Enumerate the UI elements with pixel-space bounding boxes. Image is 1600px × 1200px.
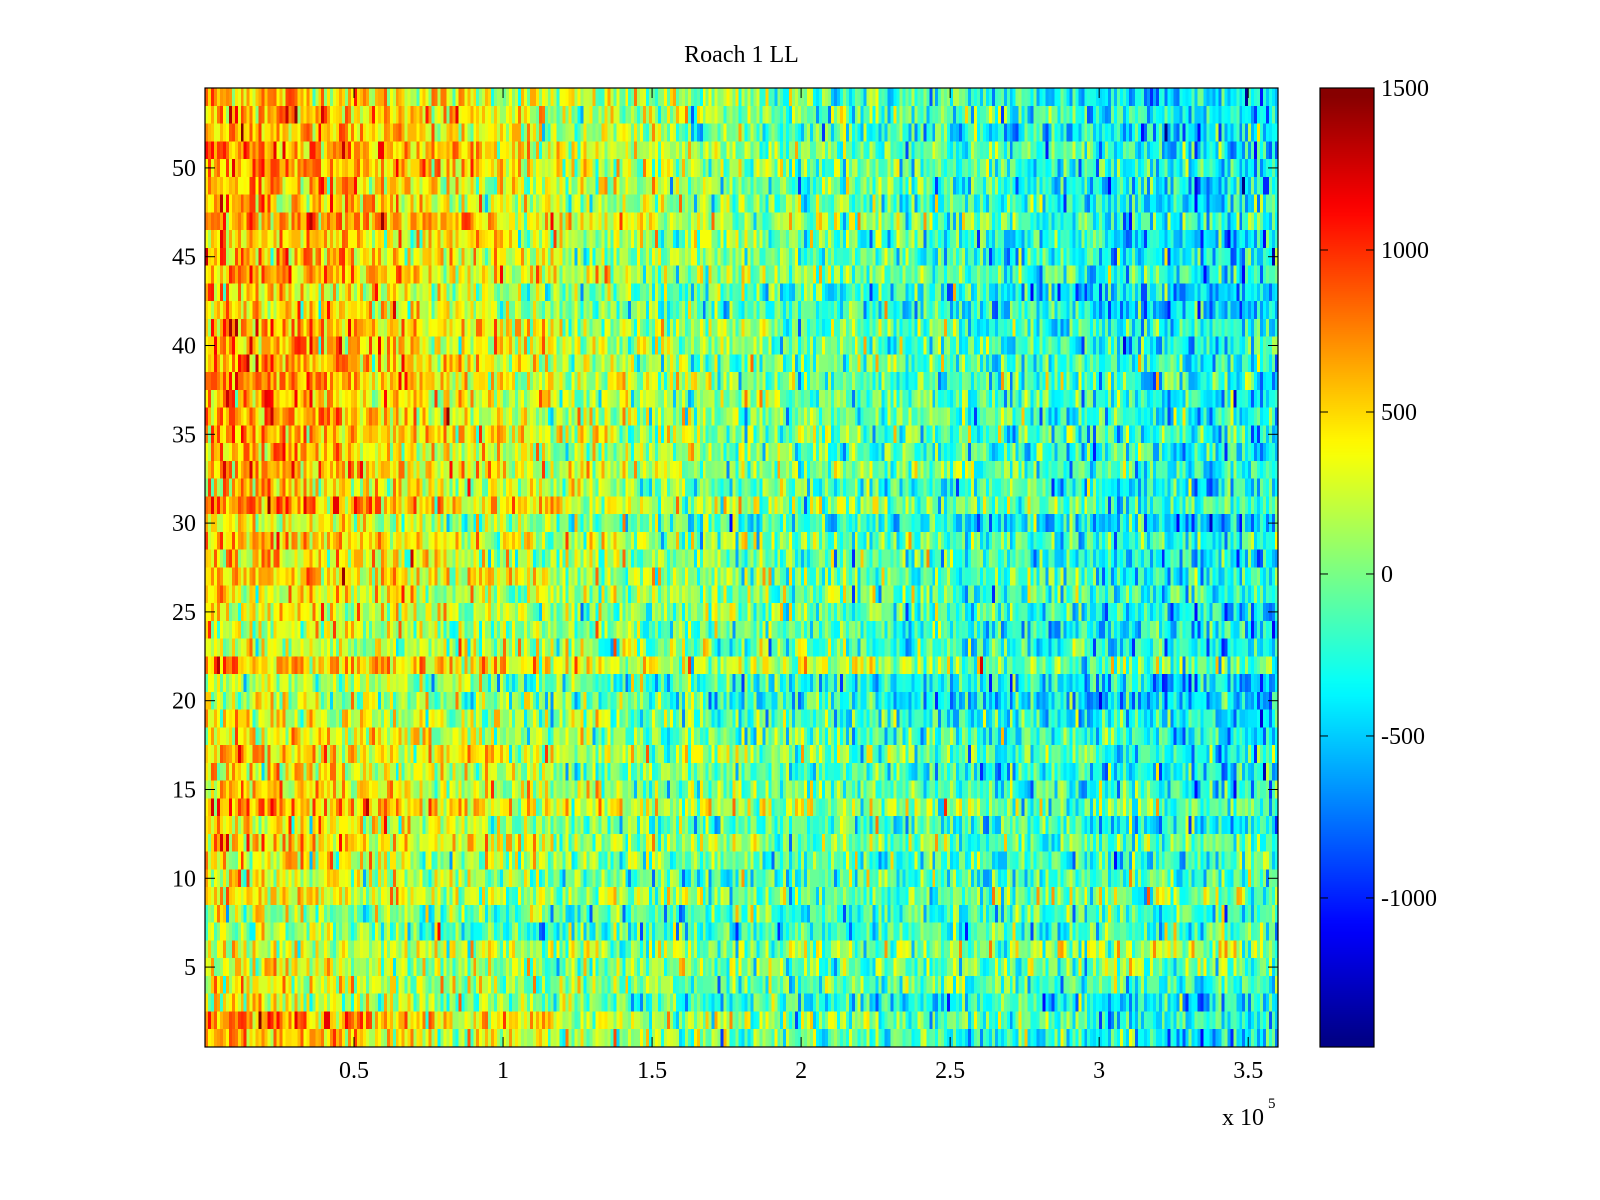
y-tick-label: 30 — [172, 511, 196, 537]
x-tick-label: 0.5 — [339, 1058, 369, 1084]
colorbar-tick-label: 1000 — [1381, 238, 1429, 264]
colorbar — [1320, 88, 1374, 1047]
colorbar-tick-label: 500 — [1381, 400, 1417, 426]
y-tick-label: 10 — [172, 866, 196, 892]
y-tick-label: 35 — [172, 422, 196, 448]
y-tick-label: 50 — [172, 156, 196, 182]
y-tick-label: 45 — [172, 245, 196, 271]
x-tick-label: 2 — [795, 1058, 807, 1084]
colorbar-tick-label: 1500 — [1381, 76, 1429, 102]
x-tick-label: 1.5 — [637, 1058, 667, 1084]
x-tick-label: 3 — [1093, 1058, 1105, 1084]
y-axis: 5 10 15 20 25 30 35 40 45 50 — [172, 156, 1278, 981]
plot-frame — [204, 87, 1279, 1048]
y-tick-label: 15 — [172, 777, 196, 803]
heatmap-image — [205, 88, 1278, 1047]
x-tick-label: 2.5 — [935, 1058, 965, 1084]
colorbar-tick-label: -500 — [1381, 724, 1425, 750]
y-tick-label: 25 — [172, 600, 196, 626]
x-tick-label: 3.5 — [1233, 1058, 1263, 1084]
x-multiplier-label: x 10 — [1222, 1105, 1264, 1131]
colorbar-tick-label: 0 — [1381, 562, 1393, 588]
y-tick-label: 40 — [172, 334, 196, 360]
y-tick-label: 20 — [172, 689, 196, 715]
colorbar-frame — [1319, 87, 1375, 1048]
x-multiplier-exponent: 5 — [1268, 1096, 1276, 1112]
colorbar-tick-label: -1000 — [1381, 886, 1437, 912]
colorbar-axis: 1500 1000 500 0 -500 -1000 — [1320, 76, 1437, 912]
x-tick-label: 1 — [497, 1058, 509, 1084]
x-axis: 0.5 1 1.5 2 2.5 3 3.5 — [339, 88, 1263, 1084]
y-tick-label: 5 — [184, 955, 196, 981]
chart-title: Roach 1 LL — [684, 42, 799, 68]
